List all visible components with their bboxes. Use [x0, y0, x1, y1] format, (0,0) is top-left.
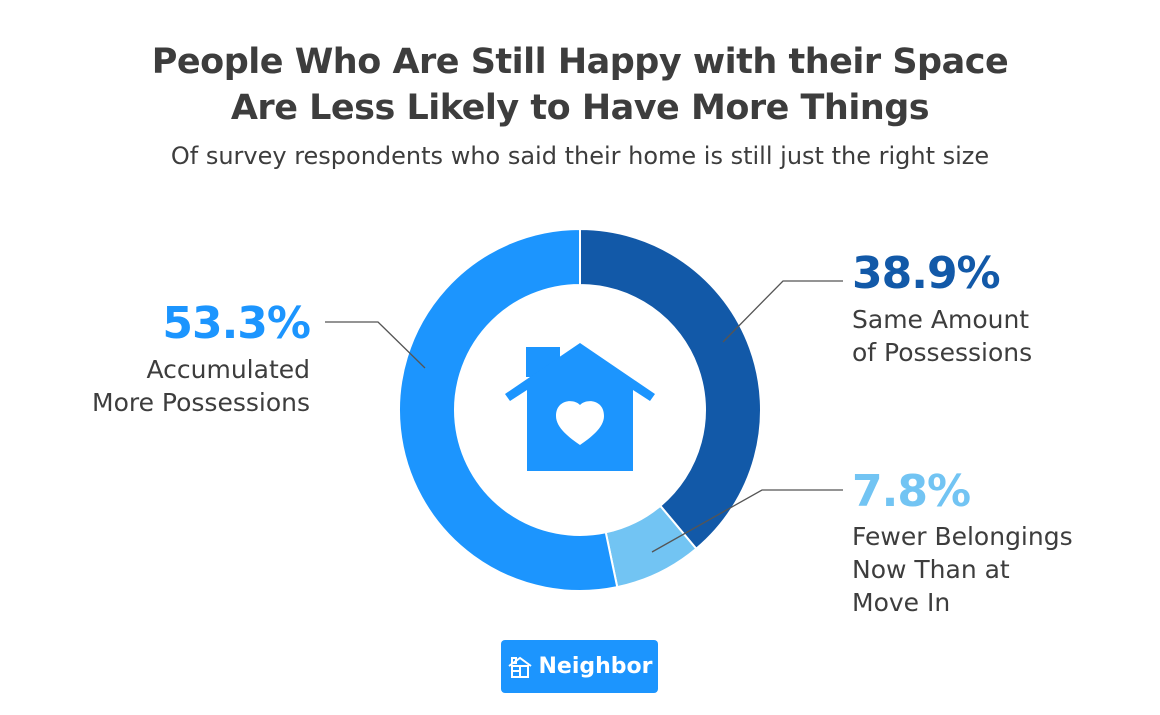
- slice-label-accumulated-pct: 53.3%: [162, 298, 311, 349]
- label-line: More Possessions: [92, 388, 310, 417]
- label-line: Same Amount: [852, 305, 1030, 334]
- neighbor-logo: Neighbor: [501, 640, 658, 693]
- leader-line-fewer: [651, 489, 843, 553]
- label-line: Fewer Belongings: [852, 522, 1073, 551]
- slice-label-accumulated: Accumulated More Possessions: [92, 353, 310, 419]
- label-line: Accumulated: [146, 355, 310, 384]
- chart-title-line-2: Are Less Likely to Have More Things: [230, 88, 930, 128]
- house-heart-icon: [505, 343, 655, 471]
- slice-accumulated-more: [398, 227, 619, 592]
- slice-label-same: Same Amount of Possessions: [852, 303, 1032, 369]
- slice-label-fewer: Fewer Belongings Now Than at Move In: [852, 520, 1073, 619]
- slice-label-same-pct: 38.9%: [852, 248, 1001, 299]
- label-line: Now Than at: [852, 555, 1010, 584]
- chart-subtitle: Of survey respondents who said their hom…: [170, 142, 990, 170]
- label-line: of Possessions: [852, 338, 1033, 367]
- slice-same-amount: [579, 227, 762, 551]
- house-logo-icon: [507, 656, 532, 678]
- leader-line-accumulated: [325, 321, 426, 369]
- logo-text: Neighbor: [538, 654, 653, 679]
- chart-title-line-1: People Who Are Still Happy with their Sp…: [151, 42, 1009, 82]
- leader-line-same: [722, 280, 843, 343]
- label-line: Move In: [852, 588, 951, 617]
- slice-label-fewer-pct: 7.8%: [852, 466, 971, 517]
